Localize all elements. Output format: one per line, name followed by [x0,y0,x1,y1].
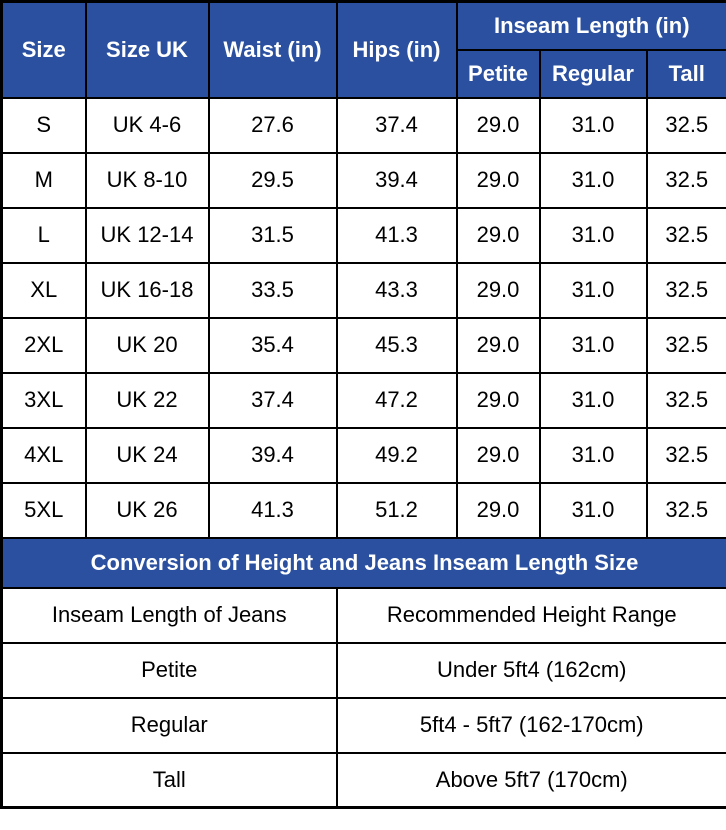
cell-size: L [0,206,87,264]
cell-inseam-tall: 32.5 [645,481,726,539]
header-row-top: Size Size UK Waist (in) Hips (in) Inseam… [0,0,726,99]
size-row-xl: XL UK 16-18 33.5 43.3 29.0 31.0 32.5 [0,261,726,319]
cell-inseam-tall: 32.5 [645,206,726,264]
cell-size-uk: UK 26 [84,481,210,539]
conversion-row-petite: Petite Under 5ft4 (162cm) [0,641,726,699]
size-row-m: M UK 8-10 29.5 39.4 29.0 31.0 32.5 [0,151,726,209]
cell-waist: 33.5 [207,261,338,319]
cell-hips: 49.2 [335,426,458,484]
cell-inseam-regular: 31.0 [538,371,648,429]
cell-waist: 27.6 [207,96,338,154]
cell-inseam-petite: 29.0 [455,481,541,539]
cell-size: 5XL [0,481,87,539]
cell-inseam-tall: 32.5 [645,261,726,319]
header-size: Size [0,0,87,99]
cell-inseam-petite: 29.0 [455,371,541,429]
cell-waist: 39.4 [207,426,338,484]
cell-inseam-tall: 32.5 [645,426,726,484]
cell-hips: 37.4 [335,96,458,154]
cell-size-uk: UK 8-10 [84,151,210,209]
cell-size-uk: UK 20 [84,316,210,374]
cell-inseam-tall: 32.5 [645,316,726,374]
cell-inseam-petite: 29.0 [455,96,541,154]
header-tall: Tall [645,48,726,99]
cell-size-uk: UK 16-18 [84,261,210,319]
conversion-col-header-height: Recommended Height Range [335,586,726,644]
cell-inseam-regular: 31.0 [538,316,648,374]
cell-inseam-regular: 31.0 [538,426,648,484]
size-row-3xl: 3XL UK 22 37.4 47.2 29.0 31.0 32.5 [0,371,726,429]
size-row-s: S UK 4-6 27.6 37.4 29.0 31.0 32.5 [0,96,726,154]
header-hips: Hips (in) [335,0,458,99]
cell-inseam-tall: 32.5 [645,96,726,154]
cell-inseam-petite: 29.0 [455,151,541,209]
conversion-height-cell: Under 5ft4 (162cm) [335,641,726,699]
cell-waist: 31.5 [207,206,338,264]
cell-size: S [0,96,87,154]
header-waist: Waist (in) [207,0,338,99]
cell-size-uk: UK 12-14 [84,206,210,264]
conversion-title-row: Conversion of Height and Jeans Inseam Le… [0,536,726,589]
conversion-inseam-cell: Tall [0,751,338,809]
cell-waist: 35.4 [207,316,338,374]
header-regular: Regular [538,48,648,99]
cell-inseam-regular: 31.0 [538,206,648,264]
cell-inseam-petite: 29.0 [455,316,541,374]
cell-inseam-regular: 31.0 [538,151,648,209]
header-size-uk: Size UK [84,0,210,99]
size-row-4xl: 4XL UK 24 39.4 49.2 29.0 31.0 32.5 [0,426,726,484]
cell-inseam-regular: 31.0 [538,96,648,154]
cell-hips: 47.2 [335,371,458,429]
cell-size: 4XL [0,426,87,484]
header-inseam-length-group: Inseam Length (in) [455,0,726,51]
cell-inseam-tall: 32.5 [645,151,726,209]
conversion-height-cell: Above 5ft7 (170cm) [335,751,726,809]
cell-hips: 39.4 [335,151,458,209]
size-row-5xl: 5XL UK 26 41.3 51.2 29.0 31.0 32.5 [0,481,726,539]
conversion-col-header-inseam: Inseam Length of Jeans [0,586,338,644]
cell-waist: 37.4 [207,371,338,429]
cell-size-uk: UK 24 [84,426,210,484]
header-row-sub: Petite Regular Tall [2,48,726,99]
cell-size-uk: UK 4-6 [84,96,210,154]
conversion-height-cell: 5ft4 - 5ft7 (162-170cm) [335,696,726,754]
cell-inseam-petite: 29.0 [455,206,541,264]
cell-size-uk: UK 22 [84,371,210,429]
size-chart-table: Size Size UK Waist (in) Hips (in) Inseam… [0,0,726,809]
conversion-row-regular: Regular 5ft4 - 5ft7 (162-170cm) [0,696,726,754]
cell-inseam-petite: 29.0 [455,426,541,484]
cell-waist: 29.5 [207,151,338,209]
conversion-title-bar: Conversion of Height and Jeans Inseam Le… [0,536,726,589]
conversion-inseam-cell: Regular [0,696,338,754]
cell-size: 3XL [0,371,87,429]
cell-size: XL [0,261,87,319]
cell-size: 2XL [0,316,87,374]
cell-hips: 43.3 [335,261,458,319]
cell-waist: 41.3 [207,481,338,539]
cell-hips: 41.3 [335,206,458,264]
size-row-2xl: 2XL UK 20 35.4 45.3 29.0 31.0 32.5 [0,316,726,374]
conversion-inseam-cell: Petite [0,641,338,699]
header-petite: Petite [455,48,541,99]
conversion-row-tall: Tall Above 5ft7 (170cm) [0,751,726,809]
cell-size: M [0,151,87,209]
conversion-header-row: Inseam Length of Jeans Recommended Heigh… [0,586,726,644]
cell-hips: 51.2 [335,481,458,539]
cell-inseam-regular: 31.0 [538,261,648,319]
cell-hips: 45.3 [335,316,458,374]
cell-inseam-regular: 31.0 [538,481,648,539]
cell-inseam-tall: 32.5 [645,371,726,429]
cell-inseam-petite: 29.0 [455,261,541,319]
size-row-l: L UK 12-14 31.5 41.3 29.0 31.0 32.5 [0,206,726,264]
